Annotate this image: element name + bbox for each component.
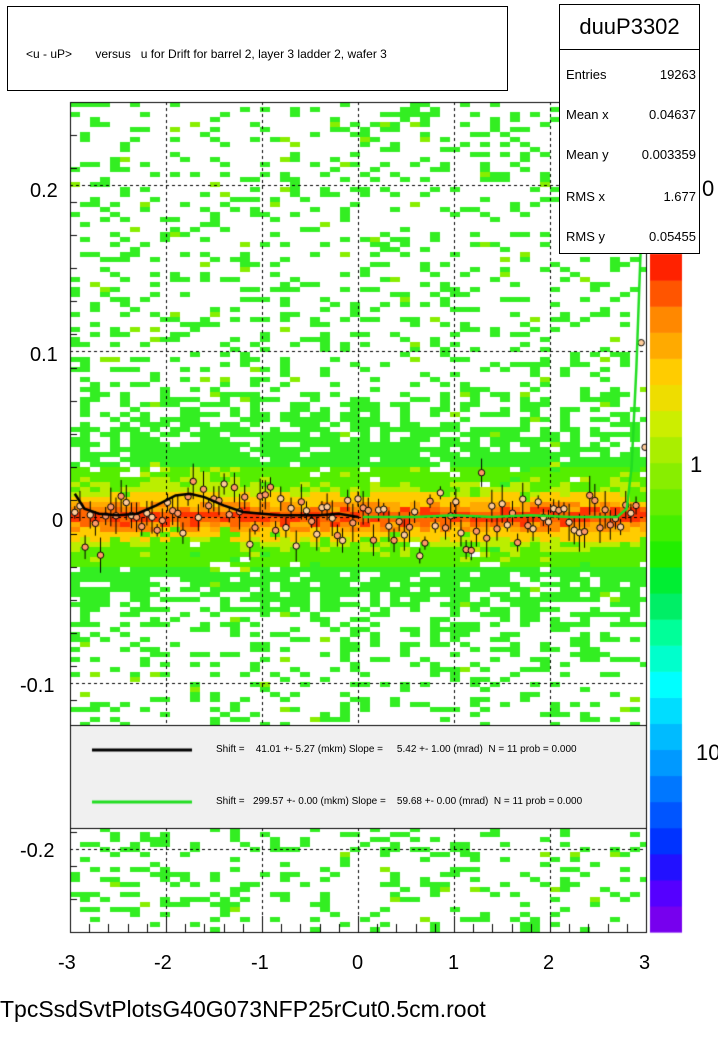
x-tick-label: -1 xyxy=(251,952,269,974)
stats-name: duuP3302 xyxy=(560,5,699,50)
colorbar-label: 0 xyxy=(702,176,715,201)
fit-label-black: Shift = 41.01 +- 5.27 (mkm) Slope = 5.42… xyxy=(216,744,577,755)
x-tick-label: 3 xyxy=(639,952,651,974)
y-tick-label: -0.1 xyxy=(20,675,55,697)
x-tick-label: 2 xyxy=(543,952,555,974)
footer-filename: TpcSsdSvtPlotsG40G073NFP25rCut0.5cm.root xyxy=(0,996,486,1022)
y-tick-label: 0.1 xyxy=(30,344,58,366)
title-box: <u - uP> versus u for Drift for barrel 2… xyxy=(7,6,508,91)
x-tick-label: 0 xyxy=(352,952,364,974)
fit-label-green: Shift = 299.57 +- 0.00 (mkm) Slope = 59.… xyxy=(216,796,583,807)
colorbar-label: 1 xyxy=(690,452,703,477)
x-tick-label: -3 xyxy=(58,952,76,974)
colorbar-label: 10 xyxy=(696,740,718,765)
y-tick-label: 0.2 xyxy=(30,180,58,202)
y-tick-label: -0.2 xyxy=(20,840,55,862)
x-tick-label: 1 xyxy=(448,952,460,974)
chart-title: <u - uP> versus u for Drift for barrel 2… xyxy=(26,47,387,61)
stats-box: duuP3302 Entries 19263 Mean x 0.04637 Mean… xyxy=(559,4,700,254)
y-tick-label: 0 xyxy=(52,510,64,532)
x-tick-label: -2 xyxy=(154,952,172,974)
